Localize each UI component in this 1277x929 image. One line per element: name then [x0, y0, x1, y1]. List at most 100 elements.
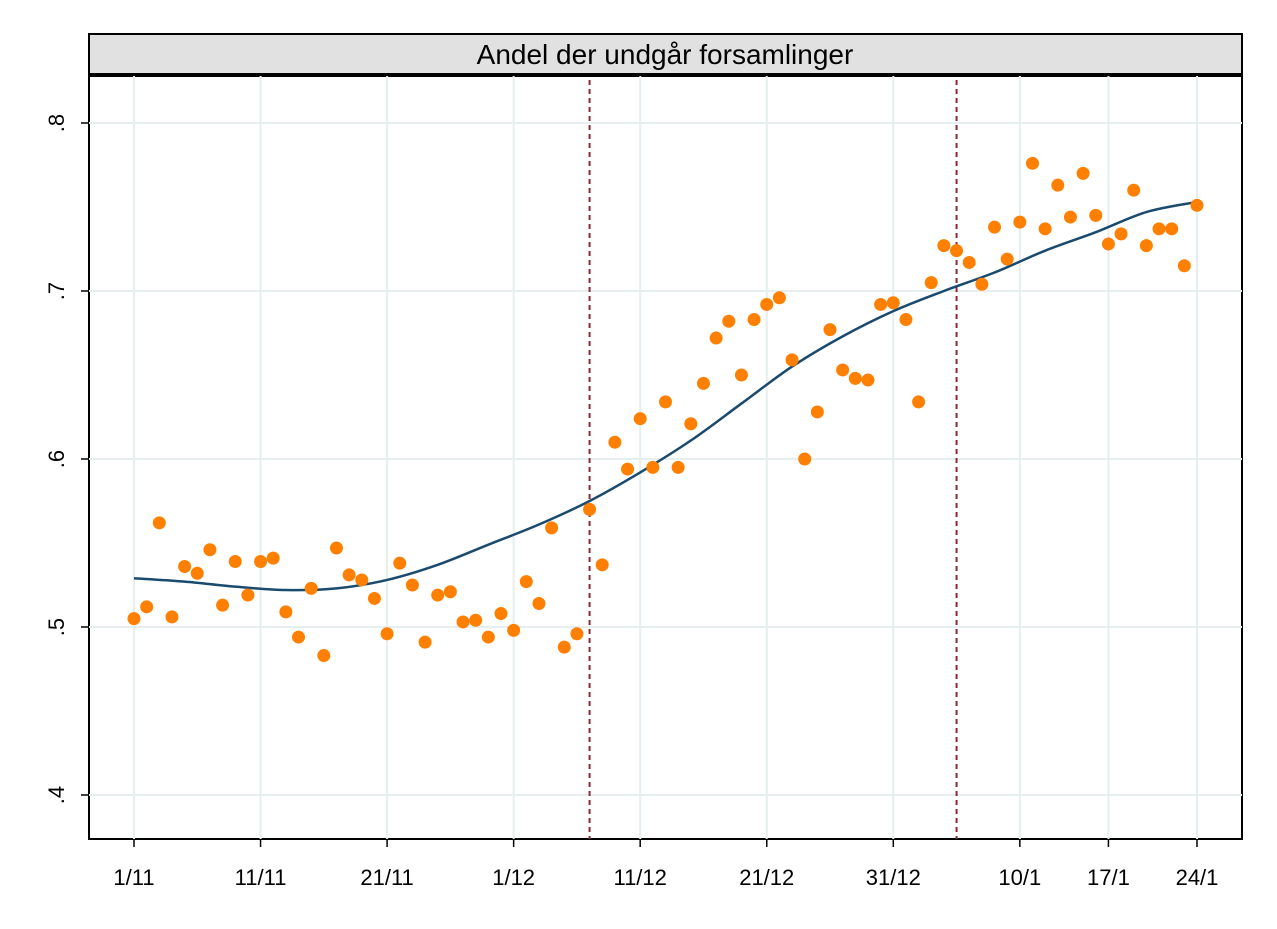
data-point [1114, 227, 1128, 241]
data-point [165, 610, 179, 624]
x-tick-label: 1/11 [113, 865, 154, 890]
data-point [469, 613, 483, 627]
x-tick-label: 24/1 [1176, 865, 1219, 890]
data-point [292, 630, 306, 644]
data-point [519, 575, 533, 589]
data-point [304, 581, 318, 595]
data-point [722, 314, 736, 328]
data-point [899, 313, 913, 327]
data-point [646, 460, 660, 474]
data-point [608, 435, 622, 449]
data-point [557, 640, 571, 654]
data-point [595, 558, 609, 572]
data-point [861, 373, 875, 387]
data-point [1190, 198, 1204, 212]
data-point [216, 598, 230, 612]
data-point [1177, 259, 1191, 273]
data-point [127, 612, 141, 626]
data-point [734, 368, 748, 382]
data-point [367, 591, 381, 605]
data-point [355, 573, 369, 587]
data-point [254, 554, 268, 568]
data-point [178, 560, 192, 574]
data-point [924, 276, 938, 290]
data-point [494, 607, 508, 621]
data-point [317, 649, 331, 663]
data-point [456, 615, 470, 629]
data-point [140, 600, 154, 614]
x-tick-label: 17/1 [1087, 865, 1130, 890]
data-point [747, 313, 761, 327]
x-tick-label: 21/12 [739, 865, 794, 890]
data-point [152, 516, 166, 530]
data-point [836, 363, 850, 377]
data-point [848, 371, 862, 385]
data-point [937, 239, 951, 253]
data-point [279, 605, 293, 619]
data-point [443, 585, 457, 599]
data-point [1013, 215, 1027, 229]
data-point [810, 405, 824, 419]
data-point [950, 244, 964, 258]
data-point [823, 323, 837, 337]
data-point [1139, 239, 1153, 253]
data-point [431, 588, 445, 602]
data-points [127, 156, 1204, 663]
data-point [583, 502, 597, 516]
data-point [988, 220, 1002, 234]
y-tick-label: .5 [44, 618, 69, 636]
y-tick-label: .8 [44, 114, 69, 132]
data-point [671, 460, 685, 474]
data-point [912, 395, 926, 409]
y-tick-label: .6 [44, 450, 69, 468]
data-point [1165, 222, 1179, 236]
data-point [1127, 183, 1141, 197]
data-point [709, 331, 723, 345]
data-point [241, 588, 255, 602]
data-point [1063, 210, 1077, 224]
data-point [1025, 156, 1039, 170]
data-point [203, 543, 217, 557]
data-point [1051, 178, 1065, 192]
data-point [507, 623, 521, 637]
x-tick-label: 11/11 [235, 865, 287, 890]
x-tick-label: 31/12 [866, 865, 921, 890]
data-point [481, 630, 495, 644]
reference-lines [588, 80, 958, 839]
data-point [405, 578, 419, 592]
data-point [570, 627, 584, 641]
data-point [772, 291, 786, 305]
data-point [190, 566, 204, 580]
data-point [633, 412, 647, 426]
data-point [798, 452, 812, 466]
data-point [1089, 208, 1103, 222]
data-point [1000, 252, 1014, 266]
x-tick-label: 11/12 [613, 865, 666, 890]
x-tick-label: 10/1 [998, 865, 1041, 890]
data-point [621, 462, 635, 476]
x-tick-label: 1/12 [492, 865, 535, 890]
data-point [886, 296, 900, 310]
data-point [342, 568, 356, 582]
x-tick-label: 21/11 [360, 865, 413, 890]
data-point [380, 627, 394, 641]
data-point [1076, 166, 1090, 180]
data-point [532, 596, 546, 610]
data-point [393, 556, 407, 570]
data-point [545, 521, 559, 535]
data-point [962, 255, 976, 269]
axes: .4 .5 .6 .7 .8 1/11 11/11 21/11 1/12 11/12 21/12 31… [44, 114, 1218, 890]
data-point [1101, 237, 1115, 251]
data-point [1038, 222, 1052, 236]
data-point [1152, 222, 1166, 236]
data-point [696, 376, 710, 390]
data-point [266, 551, 280, 565]
data-point [659, 395, 672, 409]
data-point [228, 554, 242, 568]
title-box [88, 33, 1243, 75]
data-point [975, 277, 989, 291]
data-point [329, 541, 343, 555]
y-tick-label: .4 [44, 786, 69, 804]
data-point [874, 297, 888, 311]
